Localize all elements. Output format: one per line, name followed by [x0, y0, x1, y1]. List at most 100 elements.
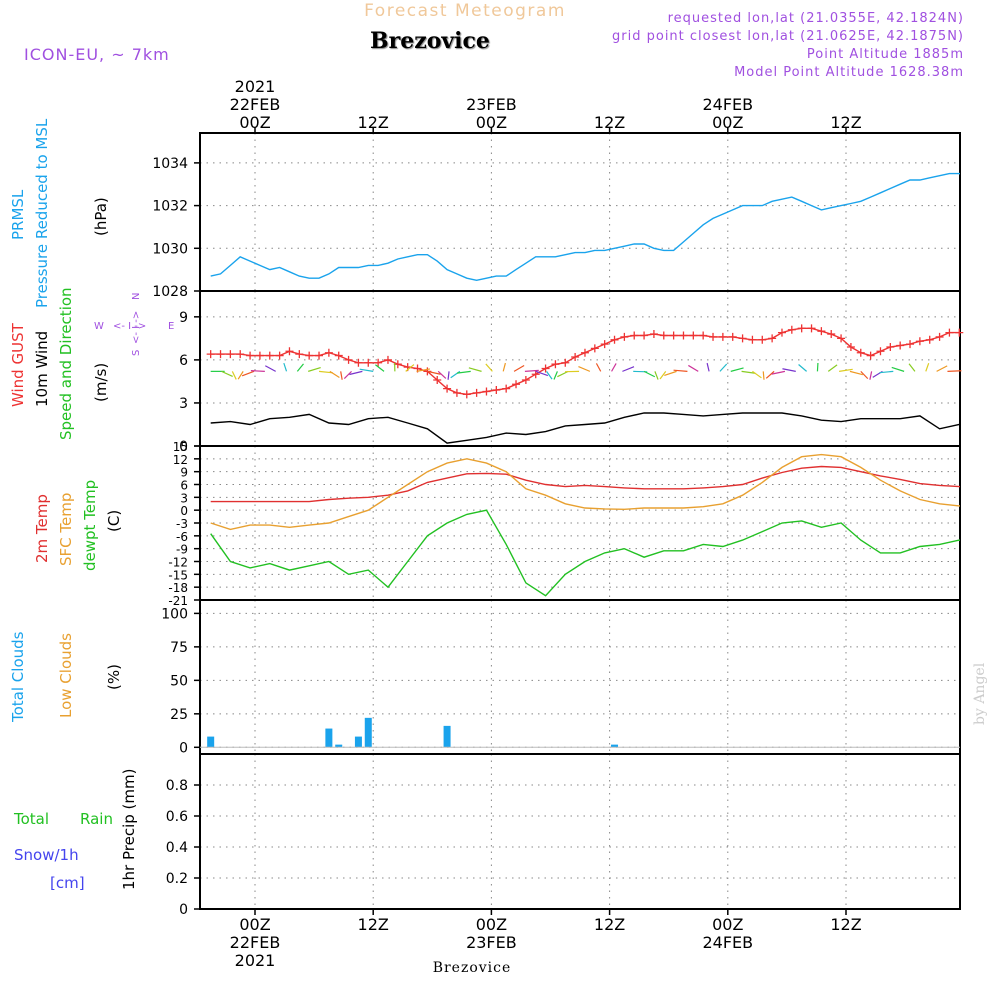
ytick-label-wind-2: 6: [179, 353, 188, 369]
compass-s: S: [131, 350, 142, 356]
ytick-label-clouds-4: 100: [161, 606, 188, 622]
gust-marker: [482, 387, 491, 396]
wind-direction-arrow: [237, 371, 244, 380]
wind-direction-arrow: [925, 362, 930, 372]
gust-marker: [600, 340, 609, 349]
faded-title: Forecast Meteogram: [364, 1, 566, 21]
compass-n: N: [131, 293, 142, 300]
wind-direction-arrow: [643, 370, 656, 378]
gust-marker: [344, 355, 353, 364]
gust-marker: [334, 351, 343, 360]
pressure-reduced-label: Pressure Reduced to MSL: [33, 118, 51, 308]
panel-frame-wind: [199, 290, 961, 447]
gust-marker: [649, 330, 658, 339]
wind-direction-arrow: [456, 370, 471, 374]
bottom-year-label-0: 2021: [235, 951, 276, 970]
gust-marker: [305, 351, 314, 360]
clouds-unit-label: (%): [105, 664, 123, 690]
gust-marker: [580, 348, 589, 357]
gust-marker: [443, 384, 452, 393]
top-year-label-0: 2021: [235, 77, 276, 96]
pressure-panel-labels: PRMSL Pressure Reduced to MSL (hPa): [9, 118, 110, 308]
gust-marker: [275, 351, 284, 360]
precip-rain-label: Rain: [80, 810, 113, 828]
ytick-label-clouds-1: 25: [170, 707, 188, 723]
wind-gust-label: Wind GUST: [9, 322, 27, 407]
wind-compass: N W E S <- I -> <- I ->: [94, 293, 174, 356]
gust-marker: [925, 335, 934, 344]
cloud-bar: [207, 736, 215, 748]
wind-direction-arrow: [762, 371, 765, 380]
gust-marker: [807, 324, 816, 333]
bottom-hour-label-3: 12Z: [594, 915, 625, 934]
gust-marker: [216, 350, 225, 359]
wind-direction-arrow: [502, 362, 506, 372]
wind-direction-arrow: [450, 370, 461, 379]
wind-direction-arrow: [359, 368, 374, 372]
top-hour-label-4: 00Z: [712, 113, 743, 132]
ytick-label-temp-11: 12: [173, 453, 188, 467]
gust-marker: [364, 358, 373, 367]
wind-direction-arrow: [936, 365, 948, 372]
wind-direction-arrow: [908, 363, 916, 372]
precip-panel-labels: Total Rain Snow/1h [cm] 1hr Precip (mm): [13, 769, 138, 892]
gust-marker: [462, 390, 471, 399]
gust-marker: [659, 331, 668, 340]
gust-marker: [777, 328, 786, 337]
wind-direction-arrow: [860, 370, 869, 380]
ytick-label-precip-0: 0: [179, 902, 188, 918]
ytick-label-precip-1: 0.2: [166, 871, 188, 887]
gust-marker: [896, 341, 905, 350]
gust-marker: [255, 351, 264, 360]
wind-direction-arrow: [947, 370, 962, 372]
top-hour-label-0: 00Z: [239, 113, 270, 132]
footer-location: Brezovice: [433, 960, 512, 976]
wind-direction-arrow: [343, 370, 352, 379]
gust-marker: [787, 325, 796, 334]
wind-direction-arrow: [349, 370, 363, 376]
ytick-label-clouds-2: 50: [170, 673, 188, 689]
wind-direction-arrow: [730, 367, 744, 372]
cloud-bar: [354, 736, 362, 748]
bottom-day-label-0: 22FEB: [230, 933, 281, 952]
ytick-label-precip-3: 0.6: [166, 809, 188, 825]
bottom-day-label-2: 23FEB: [466, 933, 517, 952]
ytick-label-clouds-3: 75: [170, 640, 188, 656]
gust-marker: [906, 340, 915, 349]
ytick-label-temp-0: -21: [168, 594, 188, 608]
gust-marker: [285, 347, 294, 356]
ytick-label-temp-6: -3: [176, 517, 188, 531]
wind-direction-arrow: [308, 366, 321, 372]
wind-direction-arrow: [329, 370, 340, 379]
gust-marker: [876, 347, 885, 356]
top-day-label-2: 23FEB: [466, 95, 517, 114]
gust-marker: [206, 350, 215, 359]
top-day-label-0: 22FEB: [230, 95, 281, 114]
ytick-label-wind-0: 0: [179, 439, 188, 455]
gust-marker: [827, 330, 836, 339]
top-hour-label-2: 00Z: [476, 113, 507, 132]
chart-plot-area: 10281030103210340369-21-18-15-12-9-6-303…: [152, 77, 964, 970]
bottom-hour-label-2: 00Z: [476, 915, 507, 934]
low-clouds-label: Low Clouds: [57, 633, 75, 718]
wind-direction-arrow: [524, 369, 539, 372]
gust-marker: [324, 348, 333, 357]
ytick-label-temp-12: 15: [173, 440, 188, 454]
gust-marker: [709, 332, 718, 341]
ytick-label-temp-1: -18: [168, 581, 188, 595]
wind-direction-arrow: [513, 365, 525, 372]
wind-direction-arrow: [688, 364, 699, 372]
gust-marker: [935, 332, 944, 341]
cloud-bar: [335, 744, 343, 748]
gust-marker: [354, 358, 363, 367]
wind-direction-arrow: [241, 370, 255, 377]
gust-marker: [679, 331, 688, 340]
gust-marker: [718, 332, 727, 341]
cloud-bar: [443, 725, 451, 748]
gust-marker: [226, 350, 235, 359]
wind-direction-arrow: [741, 370, 756, 374]
wind-direction-arrow: [485, 363, 493, 372]
credit-watermark: by Angel: [972, 662, 988, 725]
temp-2m-label: 2m Temp: [33, 494, 51, 563]
ytick-label-temp-7: 0: [180, 504, 188, 518]
